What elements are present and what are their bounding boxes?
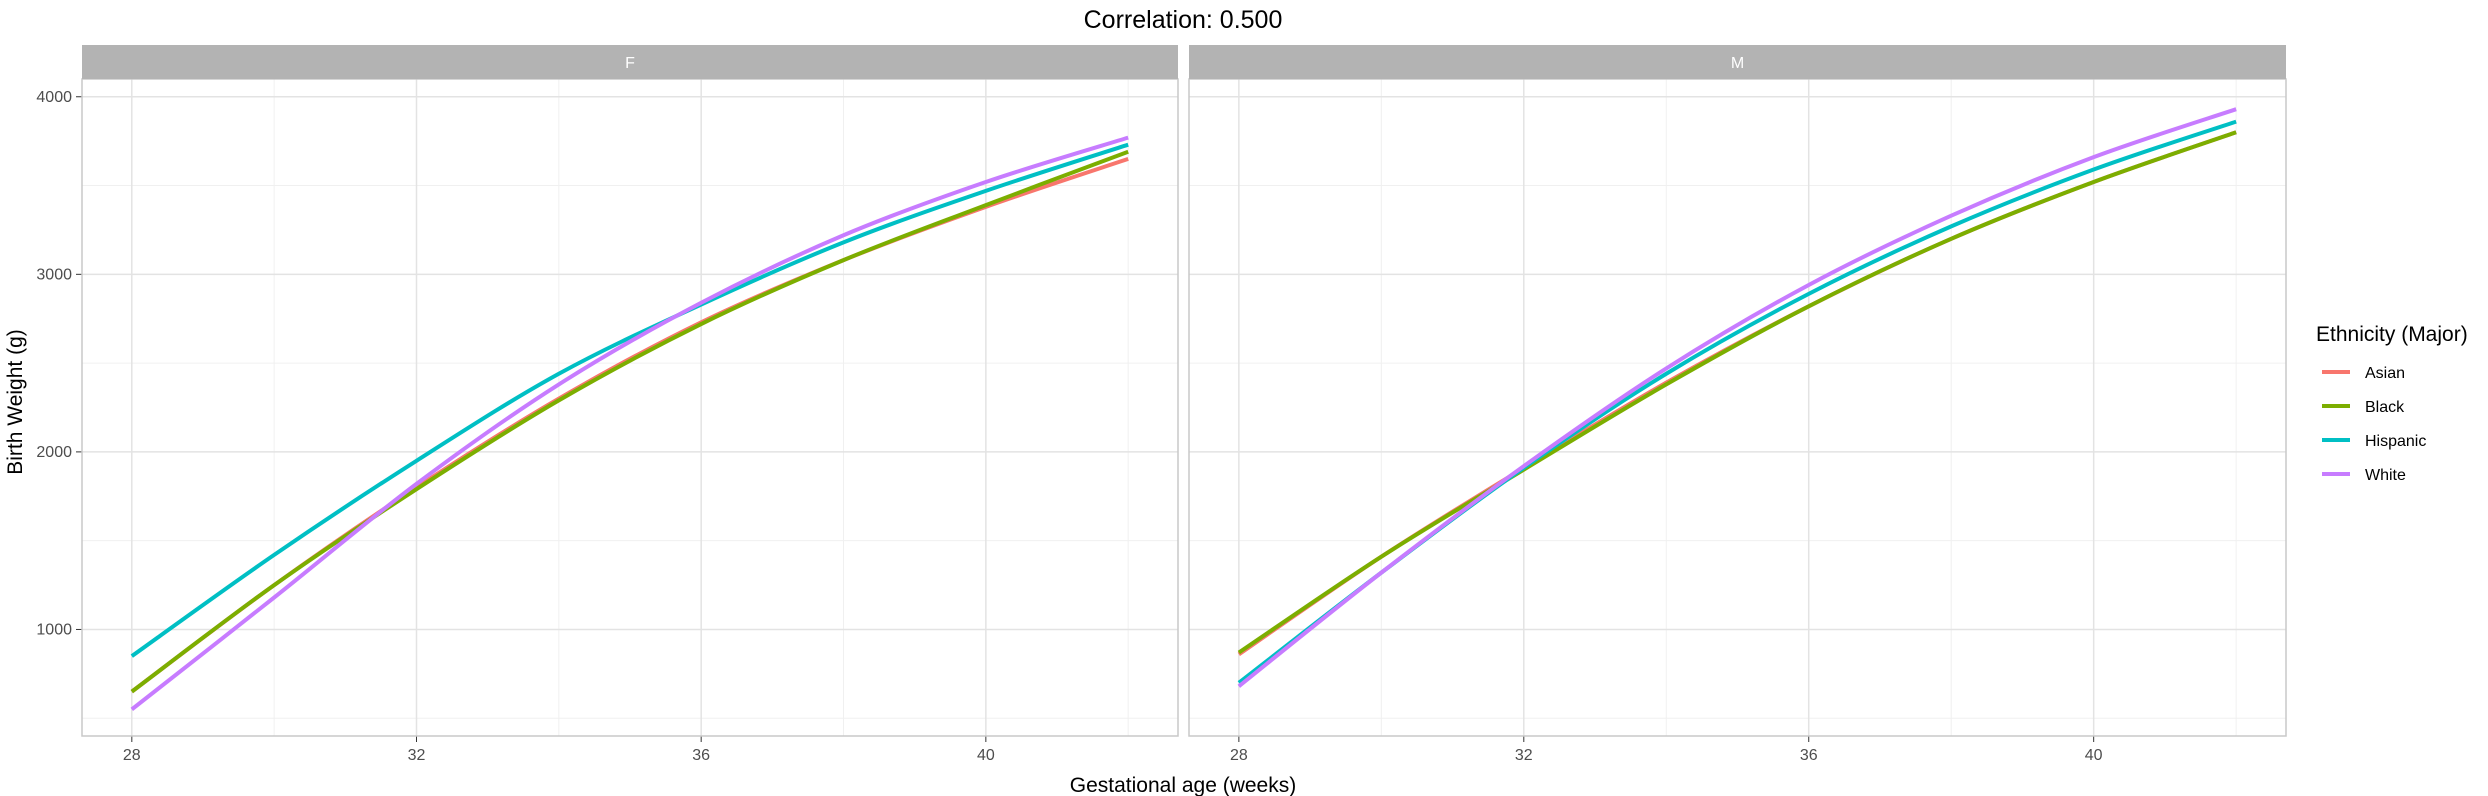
y-axis-title: Birth Weight (g): [4, 329, 27, 475]
x-tick-label: 32: [1515, 747, 1533, 764]
x-tick-label: 36: [692, 747, 710, 764]
legend-label: Asian: [2365, 365, 2405, 382]
series-line-white: [1237, 107, 2237, 688]
series-line-hispanic: [130, 142, 1129, 658]
x-tick-label: 28: [1230, 747, 1248, 764]
plot-area: [1189, 79, 2286, 736]
x-tick-label: 36: [1800, 747, 1818, 764]
facet-strip-label: F: [625, 55, 635, 72]
panels: 28 32 36 40 1000 2000 3000 4000 F 28 32 36 40 M: [36, 45, 2287, 764]
legend-label: Hispanic: [2365, 433, 2426, 450]
facet-strip-label: M: [1731, 55, 1744, 72]
panel-m: 28 32 36 40 M: [1188, 45, 2287, 764]
legend-item-black: Black: [2322, 399, 2405, 416]
legend-title: Ethnicity (Major): [2316, 323, 2468, 346]
series-line-black: [1237, 130, 2237, 655]
plot-area: [82, 79, 1178, 736]
legend-item-white: White: [2322, 467, 2406, 484]
legend-item-asian: Asian: [2322, 365, 2405, 382]
x-tick-label: 40: [977, 747, 995, 764]
legend-items: Asian Black Hispanic White: [2322, 365, 2426, 484]
legend-label: Black: [2365, 399, 2405, 416]
facet-strip: [1189, 45, 2286, 79]
y-tick-label: 3000: [36, 266, 72, 283]
chart-title: Correlation: 0.500: [1084, 6, 1283, 34]
facet-strip: [82, 45, 1178, 79]
x-tick-label: 40: [2085, 747, 2103, 764]
y-tick-label: 2000: [36, 444, 72, 461]
x-tick-label: 28: [123, 747, 141, 764]
x-axis-title: Gestational age (weeks): [1070, 774, 1296, 796]
y-tick-label: 4000: [36, 89, 72, 106]
legend-item-hispanic: Hispanic: [2322, 433, 2426, 450]
legend: Ethnicity (Major) Asian Black Hispanic Whit…: [2316, 323, 2468, 484]
series-line-white: [130, 135, 1129, 711]
legend-label: White: [2365, 467, 2406, 484]
y-tick-label: 1000: [36, 621, 72, 638]
series-line-black: [130, 149, 1129, 694]
x-tick-label: 32: [408, 747, 426, 764]
panel-f: 28 32 36 40 1000 2000 3000 4000 F: [36, 45, 1179, 764]
